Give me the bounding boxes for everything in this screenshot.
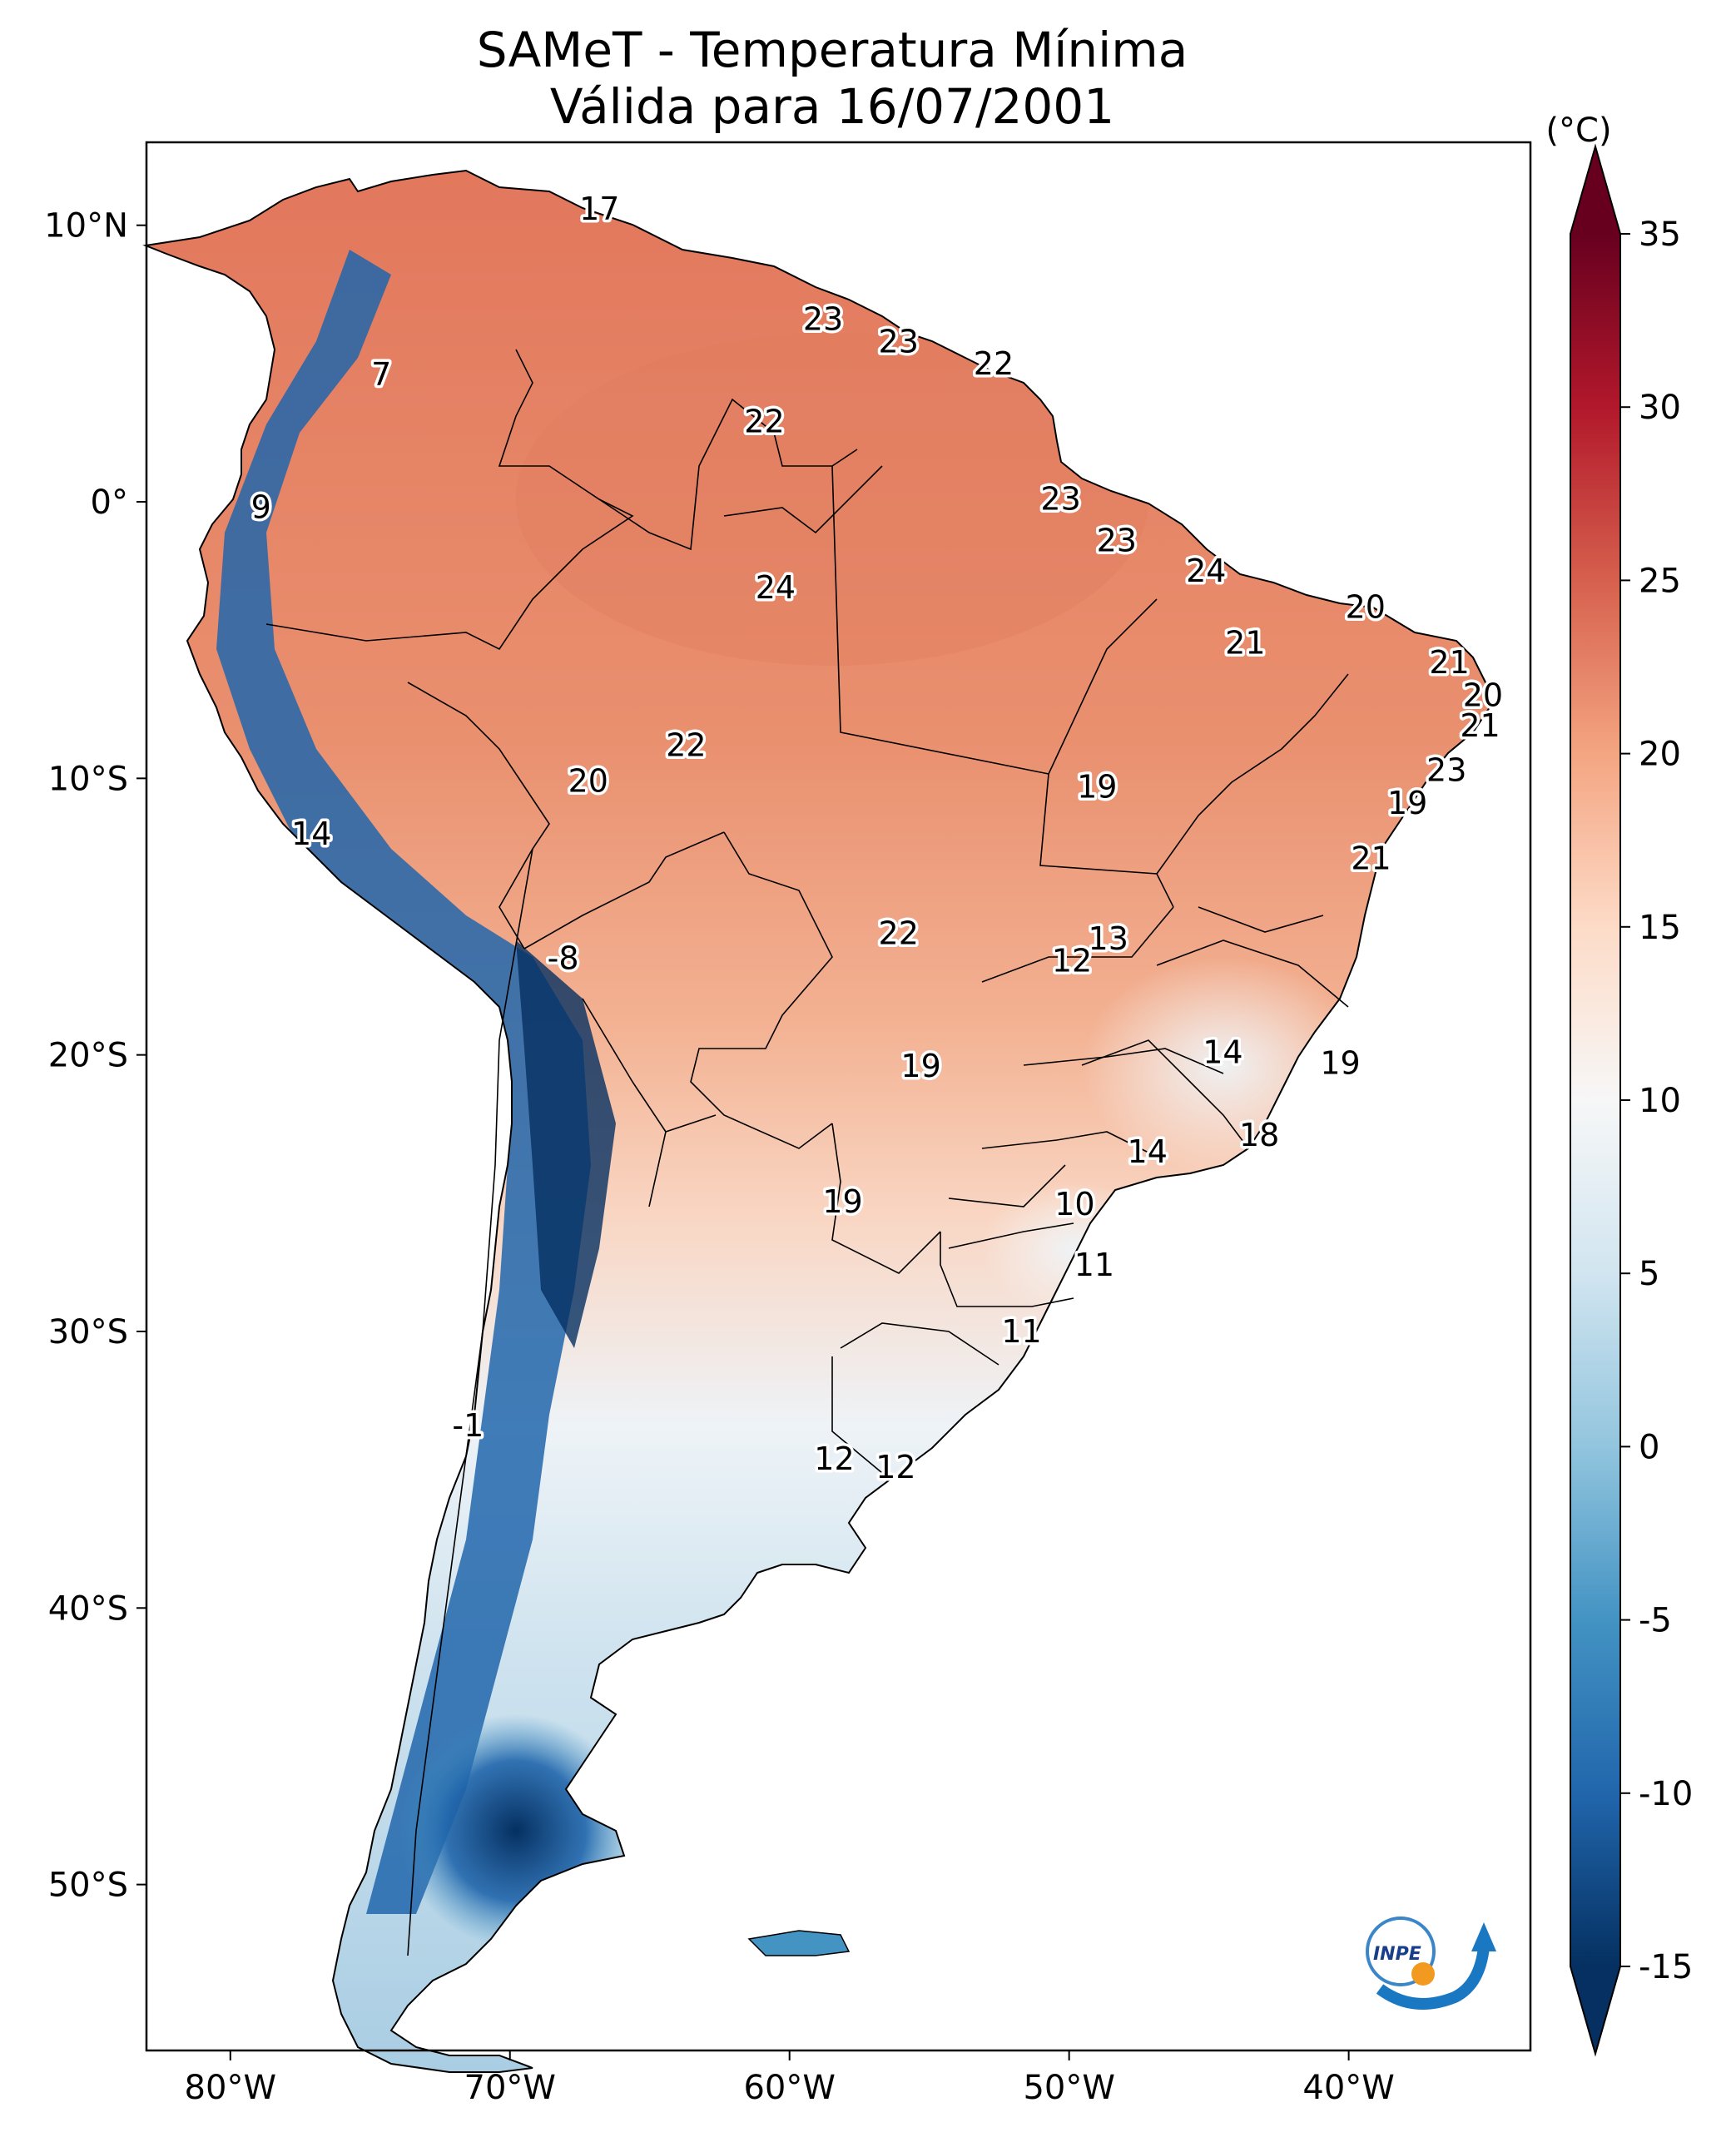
lat-tick-label: 50°S bbox=[48, 1867, 128, 1905]
station-temp-label: 21 bbox=[1429, 644, 1469, 681]
logo-swoosh-icon bbox=[1376, 1946, 1490, 2010]
colorbar-tick-label: 5 bbox=[1639, 1255, 1659, 1293]
station-temp-label: 20 bbox=[1346, 588, 1386, 625]
colorbar-tick-label: 35 bbox=[1639, 216, 1681, 254]
station-temp-label: 23 bbox=[1040, 481, 1080, 518]
station-temp-label: 13 bbox=[1089, 920, 1128, 957]
colorbar: (°C) 35 30 25 20 15 10 5 0 -5 -10 -15 bbox=[1545, 112, 1693, 2057]
station-temp-label: 20 bbox=[1463, 677, 1503, 714]
station-temp-label: 23 bbox=[879, 323, 919, 359]
longitude-ticks: 80°W 70°W 60°W 50°W 40°W bbox=[185, 2050, 1395, 2107]
station-temp-label: 11 bbox=[1001, 1313, 1041, 1350]
station-temp-label: 20 bbox=[568, 763, 608, 800]
station-temp-label: 23 bbox=[1426, 751, 1466, 788]
lat-tick-label: 10°N bbox=[44, 207, 128, 245]
colorbar-tick-label: 25 bbox=[1639, 562, 1681, 600]
colorbar-tick-label: 0 bbox=[1639, 1428, 1659, 1466]
latitude-ticks: 10°N 0° 10°S 20°S 30°S 40°S 50°S bbox=[44, 207, 146, 1905]
station-temp-label: 24 bbox=[1186, 553, 1226, 589]
lat-tick-label: 10°S bbox=[48, 760, 128, 798]
falkland-islands bbox=[747, 1930, 851, 1956]
colorbar-unit-label: (°C) bbox=[1545, 112, 1611, 150]
station-temp-label: 10 bbox=[1054, 1186, 1094, 1222]
andes-cold-band bbox=[216, 250, 591, 1914]
station-temp-label: 7 bbox=[371, 356, 391, 393]
lon-tick-label: 70°W bbox=[464, 2069, 556, 2107]
station-temp-label: 19 bbox=[1320, 1045, 1360, 1082]
station-temp-label: 11 bbox=[1074, 1247, 1114, 1283]
colorbar-tick-label: 30 bbox=[1639, 389, 1681, 427]
colorbar-tick-label: -5 bbox=[1639, 1602, 1672, 1640]
logo-text: INPE bbox=[1373, 1944, 1421, 1965]
colorbar-bottom-extension bbox=[1570, 1966, 1620, 2054]
station-temp-label: 14 bbox=[291, 816, 331, 852]
station-temp-label: 22 bbox=[666, 726, 706, 763]
coastline bbox=[142, 169, 1491, 2073]
station-temp-label: 14 bbox=[1128, 1133, 1168, 1170]
lon-tick-label: 60°W bbox=[743, 2069, 835, 2107]
station-temp-label: 22 bbox=[879, 915, 919, 951]
station-temp-label: 24 bbox=[756, 569, 796, 606]
logo-dot-icon bbox=[1411, 1962, 1435, 1986]
station-temp-label: -1 bbox=[452, 1407, 484, 1444]
station-temp-label: 19 bbox=[1387, 785, 1427, 821]
colorbar-tick-label: 20 bbox=[1639, 736, 1681, 774]
station-temp-label: 12 bbox=[1052, 943, 1092, 979]
station-temp-label: 12 bbox=[814, 1440, 854, 1477]
station-temp-label: 19 bbox=[822, 1183, 862, 1220]
lon-tick-label: 80°W bbox=[185, 2069, 276, 2107]
lon-tick-label: 50°W bbox=[1023, 2069, 1114, 2107]
lon-tick-label: 40°W bbox=[1302, 2069, 1394, 2107]
lat-tick-label: 30°S bbox=[48, 1313, 128, 1351]
colorbar-tick-label: 15 bbox=[1639, 909, 1681, 947]
lat-tick-label: 0° bbox=[91, 483, 128, 522]
colorbar-gradient bbox=[1570, 234, 1620, 1966]
colorbar-tick-label: 10 bbox=[1639, 1082, 1681, 1120]
logo-ring-icon bbox=[1366, 1916, 1436, 1986]
inpe-logo: INPE bbox=[1366, 1916, 1496, 2010]
station-temp-label: 23 bbox=[803, 301, 843, 338]
colorbar-tick-label: -15 bbox=[1639, 1948, 1693, 1986]
station-temp-label: -8 bbox=[548, 940, 579, 976]
colorbar-ticks: 35 30 25 20 15 10 5 0 -5 -10 -15 bbox=[1620, 216, 1693, 1986]
map-title-line1: SAMeT - Temperatura Mínima bbox=[477, 22, 1188, 78]
station-temp-label: 23 bbox=[1097, 523, 1137, 559]
station-temp-label: 12 bbox=[875, 1449, 915, 1485]
colorbar-top-extension bbox=[1570, 146, 1620, 234]
station-temp-label: 21 bbox=[1225, 624, 1265, 661]
country-borders bbox=[265, 349, 1349, 1956]
map-title-line2: Válida para 16/07/2001 bbox=[550, 78, 1114, 135]
station-temp-label: 14 bbox=[1203, 1034, 1242, 1070]
colorbar-tick-label: -10 bbox=[1639, 1775, 1693, 1813]
station-temp-label: 19 bbox=[900, 1048, 940, 1084]
station-temp-label: 21 bbox=[1351, 840, 1391, 877]
map-frame bbox=[145, 141, 1532, 2052]
logo-arrow-icon bbox=[1471, 1922, 1496, 1951]
station-temp-label: 17 bbox=[579, 191, 619, 227]
station-temp-label: 19 bbox=[1077, 768, 1117, 805]
station-temp-label: 21 bbox=[1460, 707, 1500, 744]
station-temp-label: 9 bbox=[251, 489, 271, 526]
lat-tick-label: 20°S bbox=[48, 1037, 128, 1075]
lat-tick-label: 40°S bbox=[48, 1589, 128, 1628]
station-temp-label: 22 bbox=[974, 345, 1014, 382]
station-temp-label: 18 bbox=[1239, 1117, 1279, 1153]
station-temp-label: 22 bbox=[744, 404, 784, 440]
